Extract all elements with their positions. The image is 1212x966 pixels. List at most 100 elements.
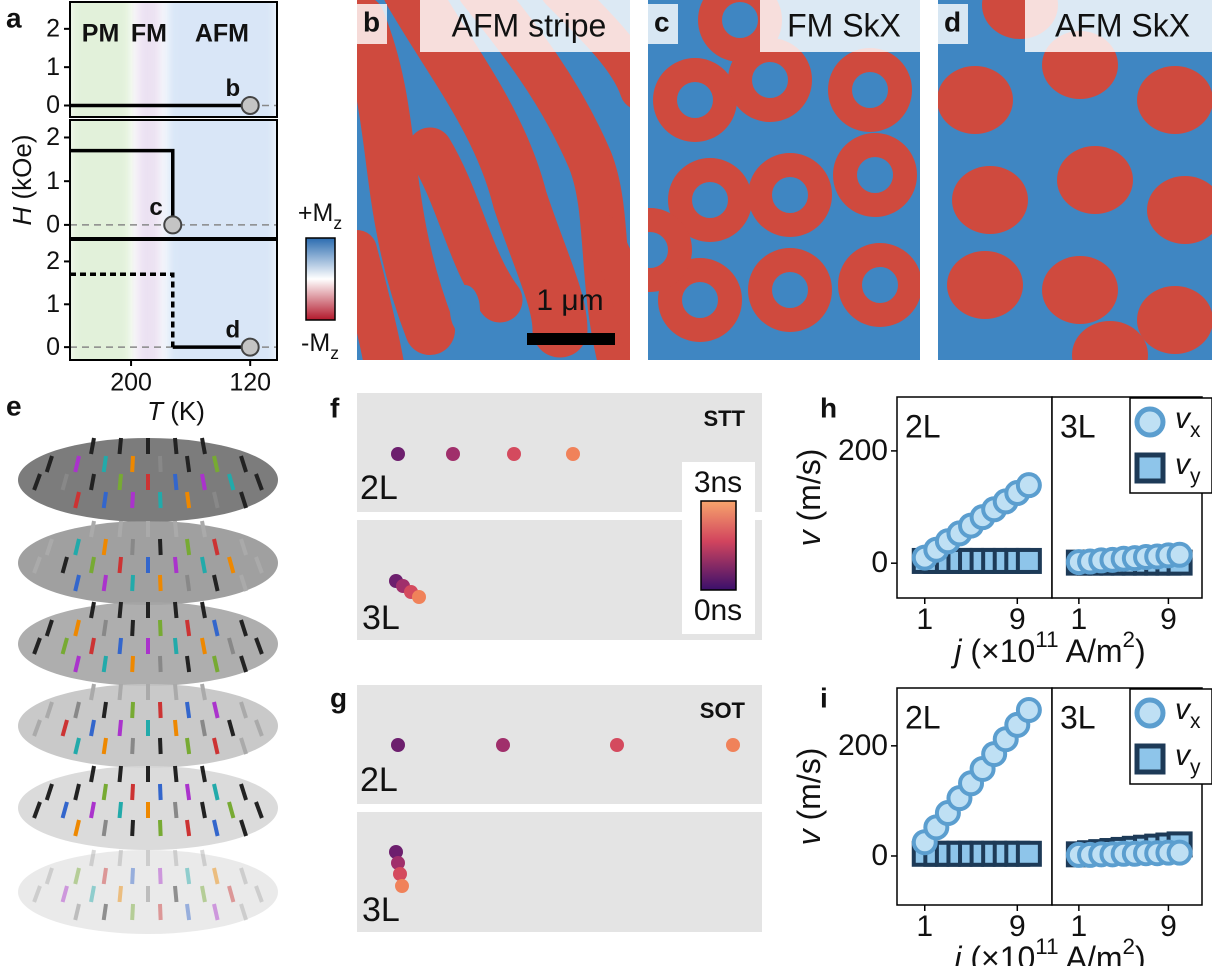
- spin: [73, 491, 81, 509]
- state-marker: [240, 96, 260, 115]
- x-tick-label: 9: [1009, 603, 1026, 636]
- spin: [73, 701, 81, 719]
- spin: [32, 885, 42, 903]
- spin: [101, 538, 108, 556]
- spin: [117, 719, 123, 737]
- y-axis-label: v (m/s): [791, 748, 827, 846]
- spin: [60, 801, 69, 819]
- domain: [582, 212, 630, 355]
- spin: [89, 885, 96, 903]
- panel-label: g: [330, 682, 347, 713]
- spin: [89, 683, 96, 701]
- phase-region: [166, 120, 277, 238]
- skyrmion: [938, 66, 1013, 134]
- spin: [44, 538, 54, 556]
- image-title: AFM SkX: [1055, 7, 1190, 43]
- skyrmion: [1057, 146, 1133, 214]
- label-part: (×10: [961, 940, 1035, 966]
- spin: [212, 903, 220, 921]
- vx-point: [1015, 697, 1042, 724]
- spin: [158, 619, 163, 637]
- spin: [173, 885, 179, 903]
- spin: [200, 473, 207, 491]
- spin: [173, 473, 179, 491]
- spin: [254, 885, 264, 903]
- plot-frame: [69, 239, 278, 361]
- skyrmion-position: [393, 867, 407, 881]
- spin: [158, 867, 163, 885]
- y-tick-label: 200: [838, 434, 888, 467]
- spin: [44, 867, 54, 885]
- spin: [130, 491, 135, 509]
- spin: [200, 637, 207, 655]
- vy-point: [1015, 840, 1042, 867]
- spin: [158, 737, 163, 755]
- skyrmion: [1072, 321, 1148, 360]
- spin: [73, 574, 81, 592]
- x-tick-label: 9: [1009, 910, 1026, 943]
- spin: [212, 655, 220, 673]
- spin: [60, 719, 69, 737]
- spin: [239, 701, 248, 719]
- spin: [73, 538, 81, 556]
- x-tick-label: 1: [916, 603, 933, 636]
- y-tick-label: 1: [46, 167, 60, 195]
- spin: [117, 849, 123, 867]
- label-part: ): [1135, 633, 1146, 669]
- skyrmion: [648, 208, 692, 292]
- spin: [101, 455, 108, 473]
- spin: [227, 473, 236, 491]
- skyrmion: [748, 248, 832, 332]
- spin: [60, 637, 69, 655]
- label-part: A/m: [1059, 633, 1123, 669]
- label-part: 2: [1123, 934, 1135, 959]
- spin: [158, 819, 163, 837]
- spin: [239, 538, 248, 556]
- spin: [239, 491, 248, 509]
- label-part: 11: [1035, 627, 1058, 652]
- spin: [32, 473, 42, 491]
- spin: [173, 520, 179, 538]
- spin: [73, 455, 81, 473]
- domain: [357, 230, 404, 360]
- y-axis-label: v (m/s): [791, 449, 827, 547]
- spin: [117, 885, 123, 903]
- row-label: 3L: [362, 891, 400, 929]
- x-axis-label: j (×1011 A/m2): [950, 627, 1145, 669]
- plot-frame: [69, 119, 278, 239]
- skyrmion: [828, 48, 912, 132]
- label-sub: y: [1190, 465, 1201, 488]
- spin: [73, 903, 81, 921]
- row-label: 2L: [360, 469, 398, 507]
- label-part: (kOe): [7, 134, 37, 206]
- skyrmion: [1042, 256, 1118, 324]
- region-name: FM: [131, 20, 167, 48]
- skyrmion-position: [566, 447, 580, 461]
- spin: [130, 783, 135, 801]
- skyrmion-position: [395, 879, 409, 893]
- spin: [130, 867, 135, 885]
- vy-point: [1015, 547, 1042, 574]
- spin: [73, 783, 81, 801]
- spin: [89, 765, 96, 783]
- spin: [212, 574, 220, 592]
- spin: [32, 556, 42, 574]
- label-part: (m/s): [791, 748, 827, 830]
- skyrmion: [833, 133, 917, 217]
- y-tick-label: 1: [46, 290, 60, 318]
- spin: [227, 801, 236, 819]
- label-part: A/m: [1059, 940, 1123, 966]
- spin: [239, 574, 248, 592]
- x-tick-label: 200: [110, 369, 152, 397]
- spin: [212, 538, 220, 556]
- phase-region: [166, 240, 277, 360]
- skyrmion-position: [391, 738, 405, 752]
- image-title: FM SkX: [787, 7, 901, 43]
- spin: [173, 849, 179, 867]
- legend-marker: [1134, 743, 1166, 775]
- sim-panel: [357, 685, 762, 804]
- label-sub: z: [330, 343, 339, 363]
- spin: [158, 903, 163, 921]
- skyrmion-position: [610, 738, 624, 752]
- panel-label: f: [330, 392, 340, 423]
